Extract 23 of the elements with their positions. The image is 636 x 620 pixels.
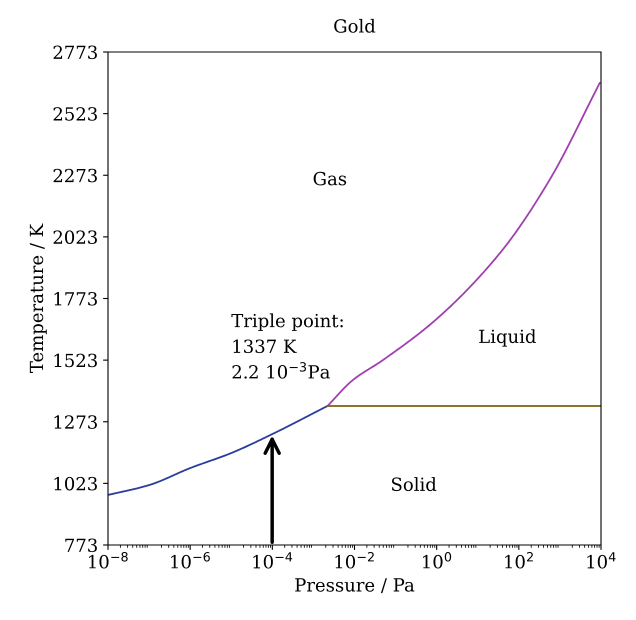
y-axis-title: Temperature / K xyxy=(30,224,47,373)
x-axis-title: Pressure / Pa xyxy=(295,578,414,594)
x-tick-label: 10$^{−4}$ xyxy=(253,552,292,569)
x-tick-label: 10$^{−6}$ xyxy=(171,552,210,569)
y-tick-label: 2023 xyxy=(54,230,97,244)
annotation: Triple point: 1337 K 2.2 10$^{−3}$Pa xyxy=(231,313,343,379)
x-tick-label: 10$^{2}$ xyxy=(505,552,533,569)
x-tick-label: 10$^{0}$ xyxy=(422,552,452,569)
x-tick-label: 10$^{−8}$ xyxy=(88,552,128,569)
y-tick-label: 2523 xyxy=(54,107,97,121)
y-tick-label: 773 xyxy=(65,538,97,552)
y-tick-label: 2273 xyxy=(54,168,97,182)
y-tick-label: 1023 xyxy=(54,476,97,490)
chart-title: Gold xyxy=(334,18,376,33)
annotation: Gas xyxy=(314,172,346,186)
annotation: Solid xyxy=(392,477,436,492)
y-tick-label: 2773 xyxy=(54,45,97,60)
x-tick-label: 10$^{4}$ xyxy=(587,552,616,569)
y-tick-label: 1273 xyxy=(54,415,97,429)
x-tick-label: 10$^{−2}$ xyxy=(335,552,374,569)
y-tick-label: 1523 xyxy=(54,354,97,368)
y-tick-label: 1773 xyxy=(54,292,97,306)
annotation: Liquid xyxy=(479,329,536,347)
